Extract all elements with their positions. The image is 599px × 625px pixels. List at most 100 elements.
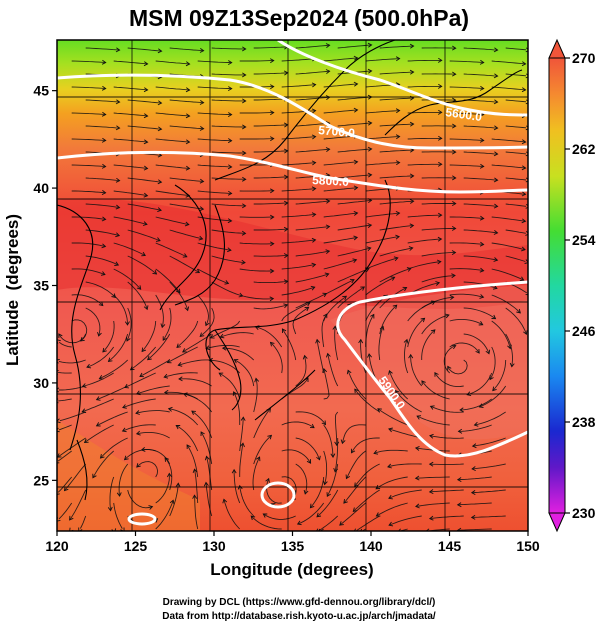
- streamline: [239, 417, 244, 452]
- colorbar-ticks: 270 262 254 246 238 230: [565, 50, 596, 521]
- streamline-arrowhead: [451, 250, 457, 255]
- streamline-arrowhead: [163, 373, 169, 379]
- southwest-orange-patch: [57, 420, 200, 531]
- streamline-arrowhead: [199, 126, 205, 131]
- streamline: [127, 177, 162, 183]
- streamline: [281, 84, 316, 88]
- streamline-arrowhead: [388, 494, 393, 500]
- streamline: [410, 354, 423, 387]
- streamline: [57, 450, 72, 462]
- streamline: [463, 125, 498, 129]
- streamline-arrowhead: [409, 223, 415, 229]
- colorbar-tick-label: 254: [572, 232, 596, 248]
- streamline: [118, 463, 129, 497]
- streamline: [379, 247, 413, 257]
- streamline: [127, 125, 162, 130]
- streamline-arrowhead: [352, 258, 358, 264]
- streamline-arrowhead: [199, 178, 205, 184]
- streamline: [155, 86, 190, 91]
- streamline-arrowhead: [269, 136, 275, 142]
- streamline-arrowhead: [92, 473, 97, 479]
- streamline-arrowhead: [57, 490, 60, 495]
- streamline-arrowhead: [322, 368, 328, 373]
- streamline-arrowhead: [269, 268, 275, 274]
- streamline-arrowhead: [493, 257, 499, 262]
- streamline: [164, 457, 173, 491]
- streamline-arrowhead: [353, 210, 359, 216]
- streamline: [341, 424, 366, 444]
- streamline-arrowhead: [143, 305, 149, 311]
- streamline-arrowhead: [192, 468, 198, 474]
- streamline: [164, 372, 198, 378]
- streamline-arrowhead: [141, 251, 146, 257]
- streamline: [96, 385, 128, 401]
- streamline: [239, 268, 274, 272]
- streamline: [429, 515, 464, 520]
- streamline: [211, 255, 246, 264]
- streamline-arrowhead: [241, 46, 247, 52]
- streamline: [102, 320, 115, 353]
- streamline-arrowhead: [115, 177, 121, 183]
- colorbar-bar: [548, 57, 566, 514]
- streamline: [463, 177, 498, 181]
- streamline-arrowhead: [304, 306, 310, 312]
- streamline: [407, 137, 442, 140]
- y-tick-label: 40: [33, 180, 49, 196]
- streamline-arrowhead: [339, 521, 344, 526]
- streamline-arrowhead: [176, 288, 181, 294]
- streamline-arrowhead: [493, 47, 499, 53]
- streamline: [449, 138, 484, 141]
- streamline: [415, 476, 450, 479]
- streamline: [253, 202, 288, 205]
- streamline: [449, 342, 480, 354]
- streamline: [176, 320, 199, 348]
- streamline: [122, 398, 156, 409]
- streamline-arrowhead: [437, 109, 443, 115]
- streamline-arrowhead: [182, 253, 188, 258]
- streamline: [491, 138, 526, 143]
- streamline: [434, 372, 464, 388]
- streamline-arrowhead: [395, 390, 400, 395]
- streamline: [57, 437, 86, 458]
- streamline: [71, 112, 106, 115]
- streamline-arrowhead: [479, 294, 485, 299]
- streamline: [253, 228, 288, 231]
- streamline-arrowhead: [459, 407, 464, 413]
- streamline-arrowhead: [435, 281, 441, 286]
- streamline-arrowhead: [393, 256, 399, 262]
- streamline: [197, 268, 229, 284]
- streamline-arrowhead: [354, 482, 359, 488]
- streamline-arrowhead: [269, 58, 275, 64]
- streamline-arrowhead: [456, 502, 462, 508]
- streamline-arrowhead: [269, 188, 275, 194]
- streamline-arrowhead: [135, 430, 141, 436]
- streamline: [379, 45, 414, 49]
- streamline-arrowhead: [415, 503, 420, 509]
- streamline-arrowhead: [57, 459, 60, 464]
- streamline-arrowhead: [240, 442, 245, 448]
- streamline-arrowhead: [241, 98, 247, 104]
- streamline-arrowhead: [241, 230, 247, 236]
- y-tick-label: 35: [33, 278, 49, 294]
- streamline: [505, 203, 527, 207]
- streamline: [365, 136, 400, 140]
- streamline-arrowhead: [115, 232, 121, 238]
- streamline: [253, 150, 288, 153]
- streamline: [178, 378, 212, 387]
- streamline: [457, 528, 492, 531]
- streamline: [351, 437, 380, 454]
- streamline-arrowhead: [124, 321, 130, 326]
- streamline-arrowhead: [311, 134, 317, 140]
- streamline: [326, 463, 339, 497]
- streamline-arrowhead: [115, 47, 121, 53]
- streamline: [449, 164, 484, 167]
- streamline-arrowhead: [493, 125, 499, 131]
- streamline-arrowhead: [429, 433, 434, 439]
- streamline-arrowhead: [545, 410, 549, 414]
- streamline-arrowhead: [428, 461, 434, 467]
- streamline: [71, 164, 106, 168]
- streamline-arrowhead: [302, 354, 308, 360]
- streamline-arrowhead: [325, 69, 331, 74]
- contour-label-5600: 5600.0: [445, 105, 484, 124]
